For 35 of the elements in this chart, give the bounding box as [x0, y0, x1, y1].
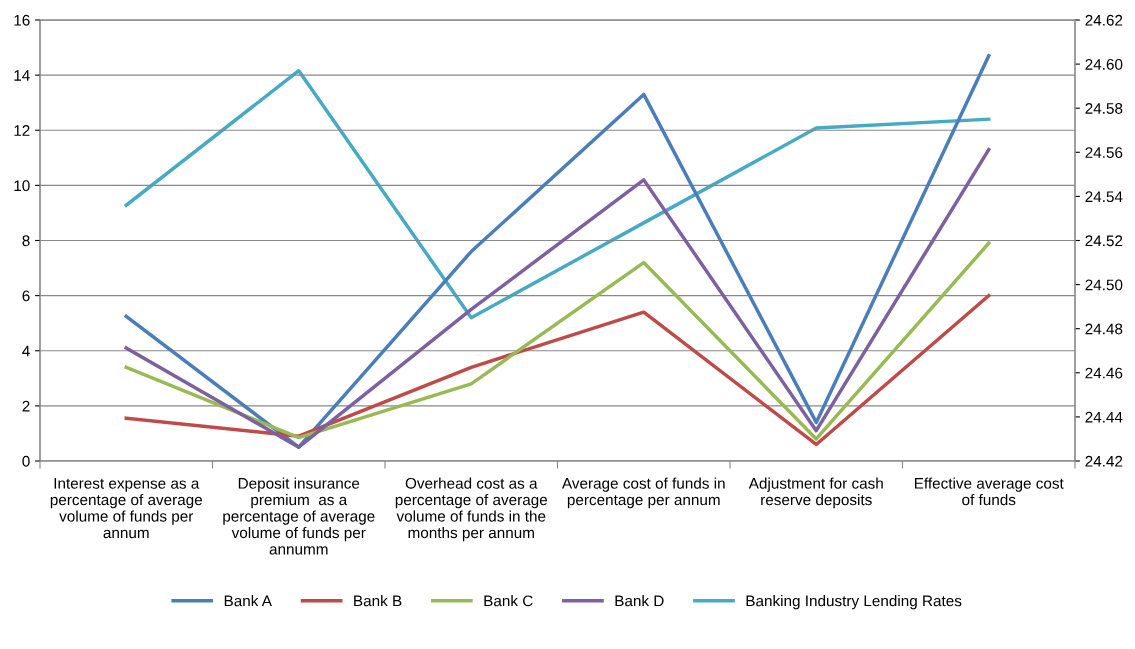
y2-tick-label: 24.52 — [1085, 235, 1123, 247]
x-tick-label: Interest expense as a percentage of average volume of funds per annum — [50, 478, 203, 539]
y2-tick-label: 24.60 — [1085, 58, 1123, 70]
y-tick-label: 14 — [14, 70, 30, 81]
x-tick-label: Average cost of funds in percentage per annum — [561, 477, 725, 509]
legend-label: Banking Industry Lending Rates — [746, 595, 962, 610]
y-tick-label: 8 — [22, 235, 30, 247]
y-tick-label: 10 — [14, 180, 30, 192]
y2-tick-label: 24.44 — [1085, 411, 1123, 423]
y-tick-label: 2 — [22, 400, 30, 412]
y-tick-label: 12 — [14, 125, 30, 136]
legend-label: Bank B — [354, 595, 402, 607]
legend-label: Bank D — [615, 595, 664, 607]
line-series — [124, 293, 991, 447]
y2-tick-label: 24.54 — [1085, 191, 1123, 203]
x-tick-label: Adjustment for cash reserve deposits — [748, 477, 883, 509]
y2-tick-label: 24.46 — [1085, 367, 1123, 379]
line-series — [124, 147, 991, 449]
y2-tick-label: 24.56 — [1085, 147, 1123, 158]
line-series — [124, 68, 991, 320]
y-tick-label: 6 — [22, 290, 30, 302]
line-series — [124, 241, 991, 441]
y2-tick-label: 24.48 — [1085, 323, 1123, 335]
y-tick-label: 0 — [22, 455, 30, 467]
y2-tick-label: 24.58 — [1085, 103, 1123, 114]
y2-tick-label: 24.50 — [1085, 279, 1123, 291]
y2-tick-label: 24.42 — [1085, 455, 1123, 467]
y-tick-label: 16 — [14, 14, 30, 26]
y-tick-label: 4 — [22, 345, 30, 357]
x-tick-label: Effective average cost of funds — [914, 477, 1064, 506]
y2-tick-label: 24.62 — [1085, 14, 1123, 26]
x-tick-label: Deposit insurance premium as a percentage of average volume of funds per annumm — [223, 477, 375, 555]
x-tick-label: Overhead cost as a percentage of average volume of funds in the months per annum — [395, 477, 548, 542]
legend-label: Bank A — [224, 595, 272, 607]
legend-label: Bank C — [484, 595, 533, 607]
